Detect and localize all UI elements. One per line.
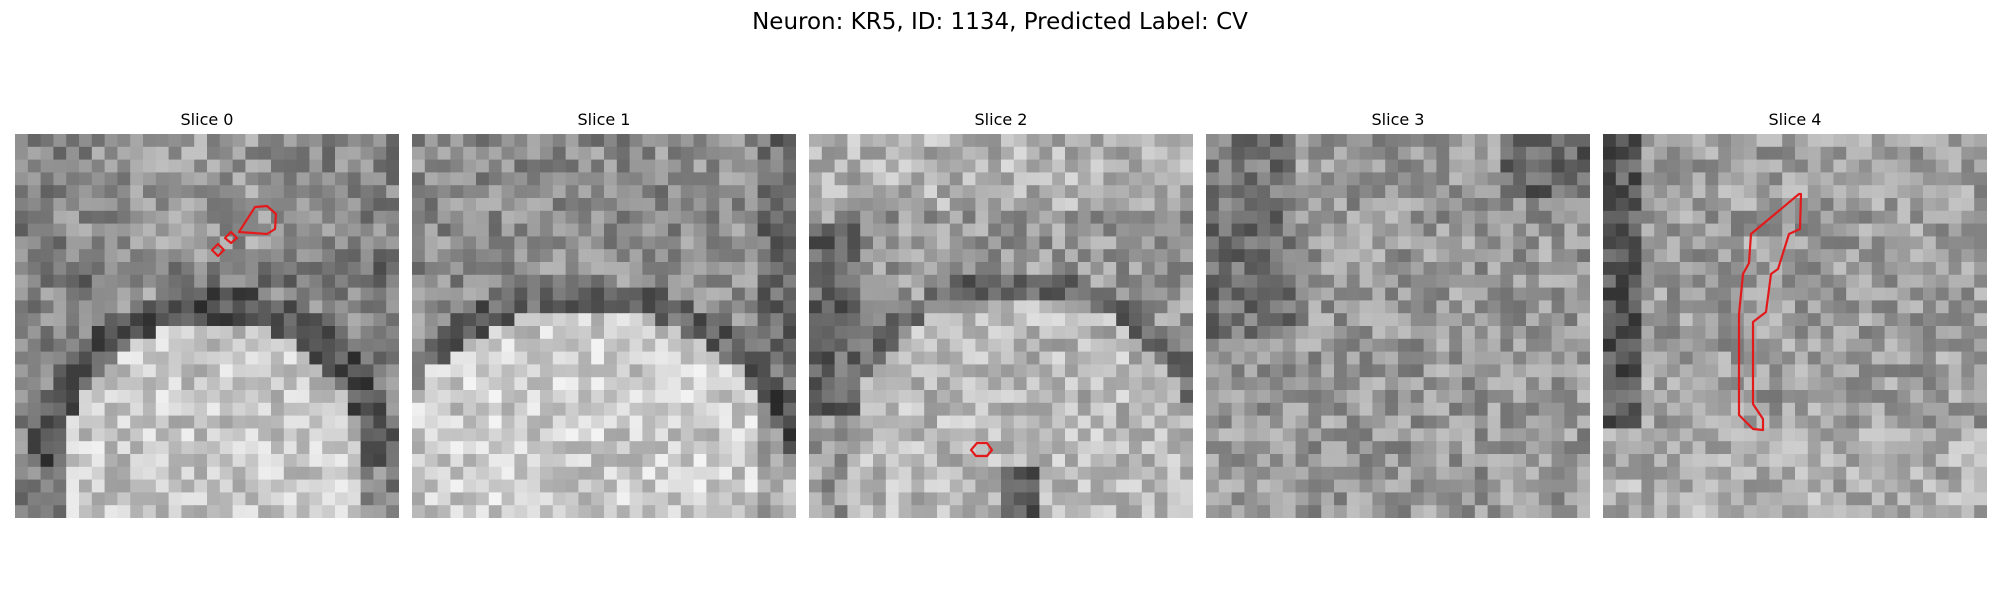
panel-title-slice-0: Slice 0: [180, 110, 234, 129]
slice-image-4: [1603, 134, 1987, 518]
grayscale-pixels: [412, 134, 796, 518]
panel-title-slice-2: Slice 2: [974, 110, 1028, 129]
panel-title-slice-4: Slice 4: [1768, 110, 1822, 129]
roi-contours: [1737, 192, 1803, 432]
grayscale-pixels: [809, 134, 1193, 518]
slice-image-3: [1206, 134, 1590, 518]
panel-title-slice-3: Slice 3: [1371, 110, 1425, 129]
grayscale-pixels: [1206, 134, 1590, 518]
slice-image-2: [809, 134, 1193, 518]
roi-contours: [210, 204, 278, 258]
slice-image-0: [15, 134, 399, 518]
roi-contour: [237, 204, 278, 236]
slice-image-1: [412, 134, 796, 518]
roi-contour: [969, 441, 994, 458]
figure-title: Neuron: KR5, ID: 1134, Predicted Label: …: [752, 9, 1248, 35]
roi-contours: [969, 441, 994, 458]
roi-contour: [1737, 192, 1803, 432]
roi-contour: [210, 242, 226, 258]
grayscale-pixels: [15, 134, 399, 518]
panel-title-slice-1: Slice 1: [577, 110, 631, 129]
grayscale-pixels: [1603, 134, 1987, 518]
roi-contour: [223, 230, 239, 245]
